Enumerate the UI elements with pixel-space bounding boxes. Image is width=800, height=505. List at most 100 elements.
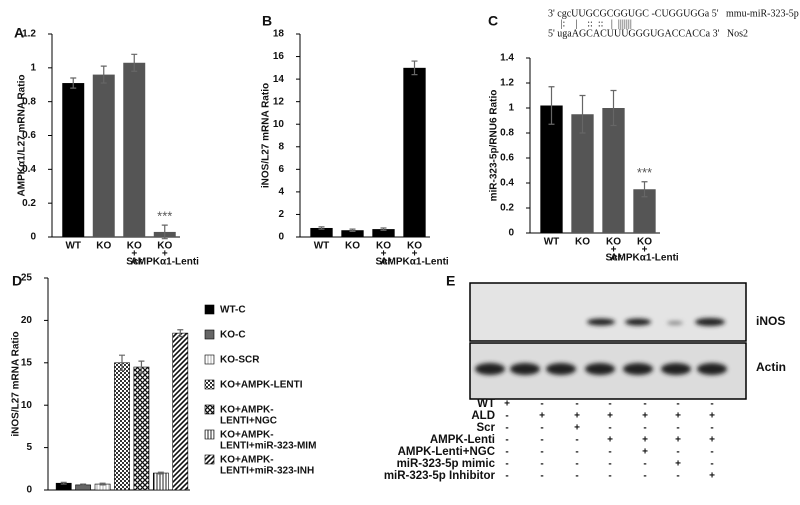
panel-label: B (262, 13, 272, 29)
y-tick-label: 0.4 (500, 178, 514, 189)
x-tick-label: AMPKα1-Lenti (610, 253, 679, 264)
error-bar (318, 226, 325, 230)
legend-swatch (204, 329, 215, 340)
y-tick-label: 0 (508, 228, 514, 239)
treatment-sign: - (575, 435, 578, 446)
x-tick-label: Scr (126, 257, 142, 268)
error-bar (80, 483, 87, 487)
bar (540, 105, 563, 233)
treatment-sign: - (540, 459, 543, 470)
y-tick-label: 10 (273, 119, 285, 130)
x-tick-label: WT (65, 241, 81, 252)
treatment-sign: + (709, 435, 715, 446)
treatment-sign: - (505, 423, 508, 434)
panel-label: E (446, 273, 455, 289)
treatment-sign: - (505, 459, 508, 470)
bar (123, 62, 146, 238)
y-axis-label: AMPKα1/L27 mRNA Ratio (17, 75, 28, 197)
bar (403, 67, 426, 237)
row-label: AMPK-Lenti+NGC (398, 446, 495, 458)
y-tick-label: 0.6 (500, 153, 514, 164)
y-tick-label: 1 (508, 103, 514, 114)
blot-image (469, 282, 747, 400)
row-label: ALD (471, 410, 495, 422)
panel-label: D (12, 273, 22, 289)
y-tick-label: 0 (278, 232, 284, 243)
legend-swatch (204, 379, 215, 390)
treatment-sign: - (575, 447, 578, 458)
error-bar (411, 60, 418, 76)
sequence-alignment: 3' cgcUUGCGCGGUGC -CUGGUGGa 5' mmu-miR-3… (548, 8, 799, 19)
y-tick-label: 12 (273, 96, 285, 107)
y-tick-label: 4 (278, 187, 284, 198)
legend-label: WT-C (220, 305, 246, 316)
treatment-sign: - (540, 471, 543, 482)
legend-label: KO-C (220, 330, 246, 341)
bar (152, 472, 169, 491)
treatment-sign: - (575, 459, 578, 470)
legend-label: KO+AMPK- (220, 455, 274, 466)
treatment-sign: + (642, 411, 648, 422)
treatment-sign: + (675, 411, 681, 422)
treatment-sign: - (608, 459, 611, 470)
x-tick-label: AMPKα1-Lenti (380, 257, 449, 268)
treatment-sign: - (608, 447, 611, 458)
panel-label: C (488, 13, 498, 29)
treatment-sign: + (709, 471, 715, 482)
error-bar (349, 228, 356, 232)
error-bar (138, 360, 145, 374)
treatment-sign: - (643, 471, 646, 482)
treatment-sign: - (505, 471, 508, 482)
error-bar (548, 86, 555, 125)
x-tick-label: KO (345, 241, 360, 252)
error-bar (70, 77, 77, 89)
y-tick-label: 25 (21, 273, 33, 284)
y-tick-label: 0.8 (500, 128, 514, 139)
y-tick-label: 0.4 (22, 164, 36, 175)
bar (633, 189, 656, 233)
legend-swatch (204, 429, 215, 440)
y-tick-label: 16 (273, 51, 285, 62)
y-tick-label: 18 (273, 29, 285, 40)
y-tick-label: 1.2 (500, 78, 514, 89)
treatment-sign: - (710, 459, 713, 470)
y-axis-label: miR-323-5p/RNU6 Ratio (489, 90, 500, 202)
error-bar (157, 471, 164, 475)
row-label: miR-323-5p mimic (397, 458, 496, 470)
treatment-sign: - (676, 423, 679, 434)
error-bar (119, 354, 125, 372)
treatment-sign: - (575, 399, 578, 410)
y-axis-label: iNOS/L27 mRNA Ratio (11, 331, 22, 436)
y-tick-label: 15 (21, 357, 33, 368)
x-tick-label: KO (376, 241, 391, 252)
error-bar (641, 181, 648, 198)
x-tick-label: + (412, 249, 418, 260)
error-bar (380, 227, 387, 231)
y-tick-label: 6 (278, 164, 284, 175)
error-bar (177, 329, 184, 338)
legend-swatch (204, 354, 215, 365)
legend-swatch (204, 404, 215, 415)
treatment-sign: + (675, 435, 681, 446)
treatment-sign: - (643, 423, 646, 434)
treatment-sign: + (539, 411, 545, 422)
x-tick-label: Scr (375, 257, 391, 268)
treatment-sign: - (710, 423, 713, 434)
band-label: Actin (756, 360, 786, 374)
y-tick-label: 0.2 (22, 198, 36, 209)
legend-label: LENTI+miR-323-INH (220, 466, 314, 477)
error-bar (610, 89, 617, 127)
y-tick-label: 14 (273, 74, 285, 85)
y-tick-label: 0.2 (500, 203, 514, 214)
treatment-sign: - (643, 459, 646, 470)
y-axis-label: iNOS/L27 mRNA Ratio (261, 83, 272, 188)
y-tick-label: 20 (21, 315, 33, 326)
error-bar (131, 53, 138, 72)
y-tick-label: 0.6 (22, 130, 36, 141)
legend-swatch (204, 454, 215, 465)
treatment-sign: + (607, 435, 613, 446)
x-tick-label: WT (314, 241, 330, 252)
bar (114, 362, 130, 491)
treatment-sign: - (710, 399, 713, 410)
y-tick-label: 5 (26, 442, 32, 453)
